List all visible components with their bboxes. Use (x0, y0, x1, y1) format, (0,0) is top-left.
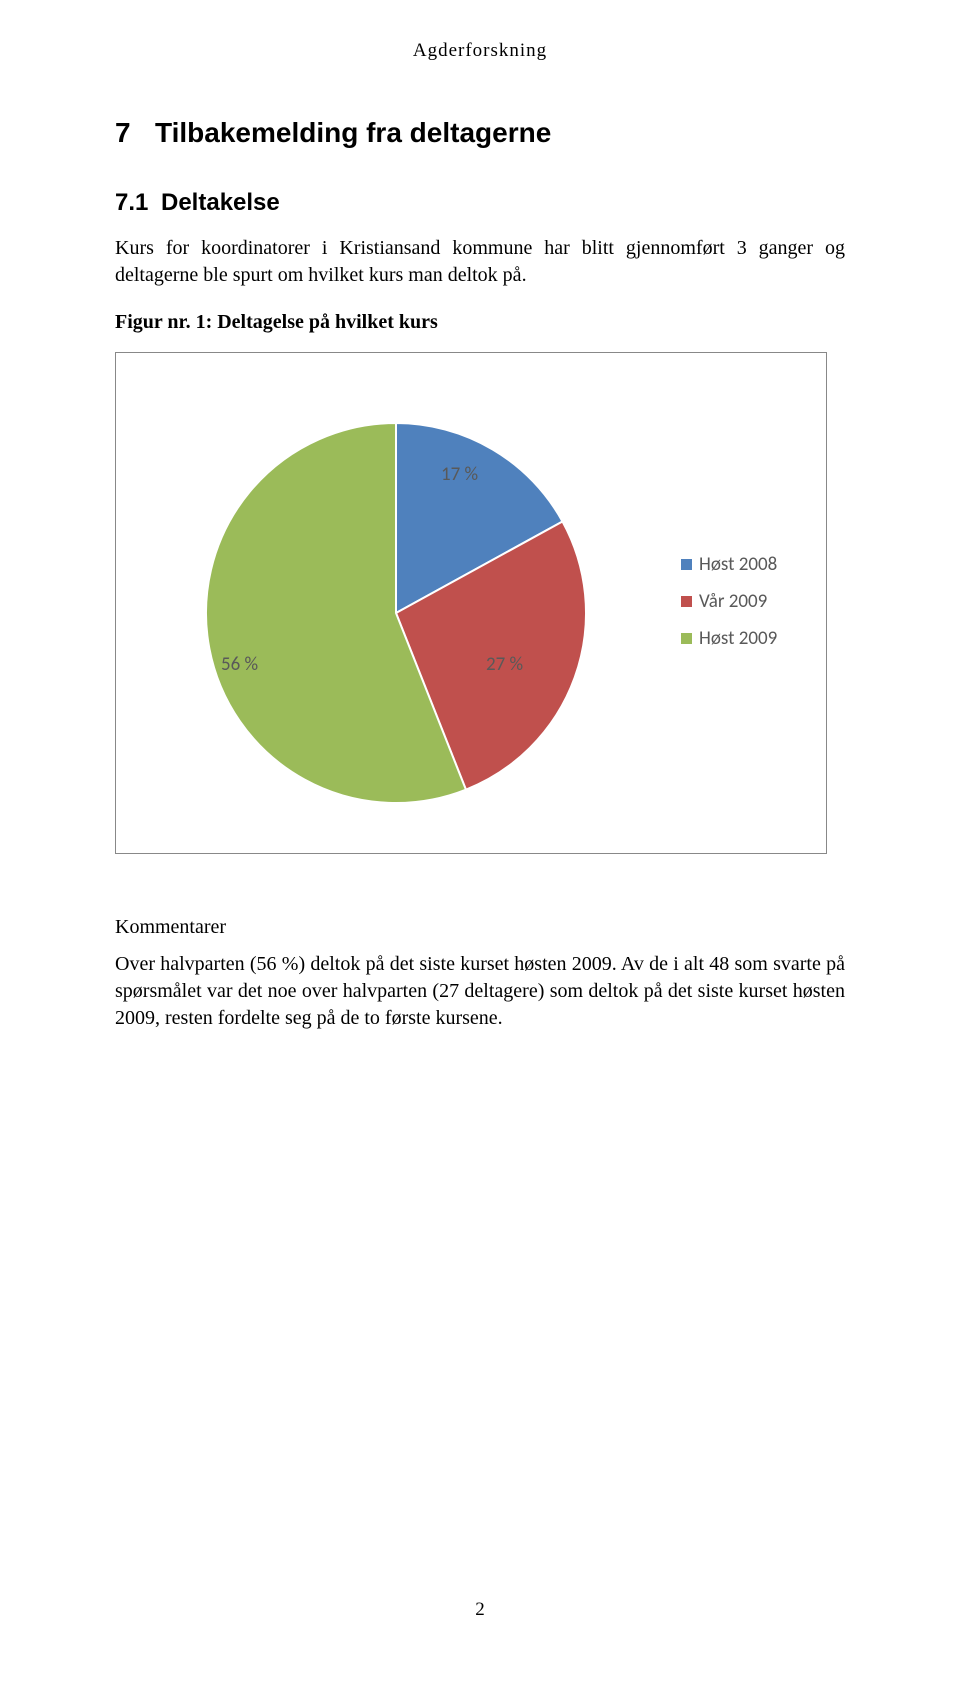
page-number: 2 (0, 1599, 960, 1621)
comments-heading: Kommentarer (115, 914, 845, 941)
legend-label: Vår 2009 (699, 590, 767, 613)
legend-item: Vår 2009 (681, 590, 777, 613)
legend-swatch (681, 633, 692, 644)
subsection-heading: 7.1Deltakelse (115, 189, 845, 217)
intro-paragraph: Kurs for koordinatorer i Kristiansand ko… (115, 235, 845, 289)
pie-datalabel: 56 % (221, 653, 258, 676)
section-number: 7 (115, 117, 155, 149)
subsection-title: Deltakelse (161, 189, 280, 216)
legend-swatch (681, 596, 692, 607)
subsection-number: 7.1 (115, 189, 161, 217)
section-heading: 7Tilbakemelding fra deltagerne (115, 117, 845, 149)
comments-body: Over halvparten (56 %) deltok på det sis… (115, 951, 845, 1032)
legend-swatch (681, 559, 692, 570)
figure-caption: Figur nr. 1: Deltagelse på hvilket kurs (115, 311, 845, 334)
pie-datalabel: 27 % (486, 653, 523, 676)
legend-item: Høst 2009 (681, 627, 777, 650)
legend-label: Høst 2008 (699, 553, 777, 576)
pie-legend: Høst 2008 Vår 2009 Høst 2009 (681, 553, 777, 664)
site-name: Agderforskning (413, 40, 547, 61)
section-title: Tilbakemelding fra deltagerne (155, 117, 551, 148)
legend-item: Høst 2008 (681, 553, 777, 576)
pie-datalabel: 17 % (441, 463, 478, 486)
legend-label: Høst 2009 (699, 627, 777, 650)
pie-chart: 17 % 27 % 56 % Høst 2008 Vår 2009 Høst 2009 (115, 352, 827, 854)
page-header: Agderforskning (115, 40, 845, 62)
page: Agderforskning 7Tilbakemelding fra delta… (0, 0, 960, 1681)
